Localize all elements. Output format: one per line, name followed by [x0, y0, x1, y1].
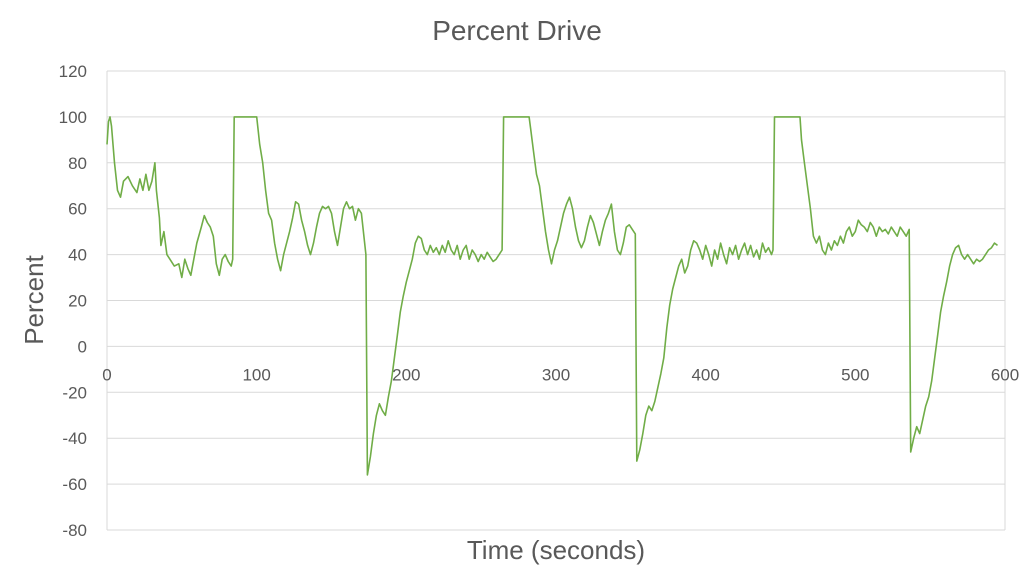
y-tick-label: 80 [68, 154, 87, 173]
x-tick-label: 300 [542, 365, 570, 384]
x-tick-label: 600 [991, 365, 1019, 384]
plot-area [106, 116, 998, 476]
y-tick-label: 120 [59, 62, 87, 81]
gridlines [106, 70, 1006, 531]
y-tick-label: -40 [62, 429, 87, 448]
y-axis-ticks: 120 100 80 60 40 20 0 -20 -40 -60 -80 [59, 62, 87, 540]
y-axis-title: Percent [19, 254, 49, 344]
chart-title: Percent Drive [432, 15, 602, 46]
y-tick-label: -80 [62, 521, 87, 540]
x-tick-label: 500 [841, 365, 869, 384]
y-tick-label: 60 [68, 200, 87, 219]
y-tick-label: 20 [68, 292, 87, 311]
y-tick-label: -60 [62, 475, 87, 494]
y-tick-label: 100 [59, 108, 87, 127]
y-tick-label: 40 [68, 246, 87, 265]
y-tick-label: 0 [78, 337, 87, 356]
x-tick-label: 200 [392, 365, 420, 384]
x-tick-label: 400 [691, 365, 719, 384]
x-axis-ticks: 0 100 200 300 400 500 600 [102, 365, 1019, 384]
series-line [106, 116, 998, 476]
x-tick-label: 0 [102, 365, 111, 384]
x-axis-title: Time (seconds) [467, 535, 645, 565]
x-tick-label: 100 [242, 365, 270, 384]
y-tick-label: -20 [62, 383, 87, 402]
